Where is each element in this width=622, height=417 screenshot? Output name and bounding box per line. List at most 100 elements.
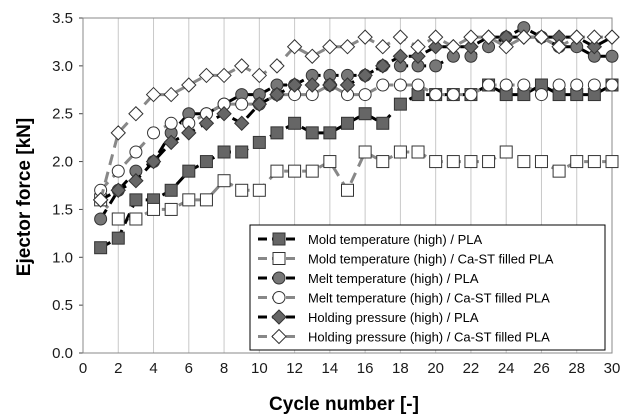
data-point bbox=[517, 155, 531, 169]
x-tick-label: 18 bbox=[392, 360, 409, 377]
data-point bbox=[288, 164, 302, 178]
data-point bbox=[358, 107, 372, 121]
data-point bbox=[304, 77, 320, 93]
data-point bbox=[339, 39, 356, 55]
x-tick-label: 4 bbox=[149, 360, 157, 377]
x-tick-label: 26 bbox=[533, 360, 550, 377]
data-point bbox=[217, 174, 231, 188]
data-point bbox=[376, 116, 390, 130]
data-point bbox=[199, 155, 213, 169]
x-tick-label: 24 bbox=[498, 360, 515, 377]
data-point bbox=[252, 135, 266, 149]
data-point bbox=[164, 183, 178, 197]
data-point bbox=[252, 183, 266, 197]
data-point bbox=[569, 29, 585, 45]
data-point bbox=[163, 134, 179, 151]
data-point bbox=[251, 67, 268, 84]
legend-label: Holding pressure (high) / Ca-ST filled P… bbox=[308, 330, 550, 345]
data-point bbox=[605, 78, 619, 92]
data-point bbox=[322, 39, 338, 55]
data-point bbox=[216, 67, 232, 84]
data-point bbox=[463, 29, 479, 45]
y-tick-label: 0.5 bbox=[52, 297, 73, 314]
data-point bbox=[534, 88, 548, 102]
series-line bbox=[99, 83, 613, 250]
data-point bbox=[94, 241, 108, 255]
x-tick-label: 14 bbox=[322, 360, 339, 377]
data-point bbox=[516, 29, 532, 45]
data-point bbox=[392, 29, 409, 45]
legend-marker bbox=[271, 328, 287, 345]
data-point bbox=[286, 77, 303, 93]
x-tick-label: 28 bbox=[568, 360, 585, 377]
data-point bbox=[198, 115, 215, 131]
data-point bbox=[217, 145, 231, 159]
legend-label: Mold temperature (high) / Ca-ST filled P… bbox=[308, 252, 554, 267]
data-point bbox=[358, 88, 372, 102]
data-point bbox=[482, 78, 496, 92]
data-point bbox=[410, 48, 426, 64]
data-point bbox=[463, 39, 479, 55]
x-tick-label: 16 bbox=[357, 360, 374, 377]
data-point bbox=[198, 67, 215, 84]
data-point bbox=[357, 67, 373, 84]
y-tick-label: 3.0 bbox=[52, 58, 73, 75]
data-point bbox=[411, 145, 425, 159]
series-6 bbox=[92, 29, 620, 208]
data-point bbox=[586, 29, 603, 45]
data-point bbox=[445, 39, 462, 55]
legend-label: Holding pressure (high) / PLA bbox=[308, 310, 479, 325]
data-point bbox=[393, 78, 407, 92]
y-tick-label: 3.5 bbox=[52, 10, 73, 27]
data-point bbox=[181, 77, 197, 93]
legend-marker bbox=[272, 252, 286, 265]
data-point bbox=[587, 78, 601, 92]
data-point bbox=[270, 164, 284, 178]
y-tick-label: 2.5 bbox=[52, 106, 73, 123]
data-point bbox=[429, 88, 443, 102]
y-tick-label: 2.0 bbox=[52, 154, 73, 171]
data-point bbox=[410, 39, 426, 55]
data-point bbox=[570, 155, 584, 169]
x-tick-label: 12 bbox=[286, 360, 303, 377]
x-tick-label: 8 bbox=[220, 360, 228, 377]
data-point bbox=[92, 192, 109, 208]
y-tick-label: 0.0 bbox=[52, 345, 73, 362]
data-point bbox=[427, 29, 444, 45]
legend: Mold temperature (high) / PLA Mold temper… bbox=[249, 224, 606, 351]
data-point bbox=[94, 212, 108, 226]
data-point bbox=[393, 145, 407, 159]
data-point bbox=[376, 155, 390, 169]
data-point bbox=[147, 202, 161, 216]
data-point bbox=[111, 164, 125, 178]
data-point bbox=[480, 29, 497, 45]
x-tick-label: 30 bbox=[604, 360, 621, 377]
data-point bbox=[358, 145, 372, 159]
data-point bbox=[288, 116, 302, 130]
data-point bbox=[304, 48, 320, 64]
plot-frame bbox=[82, 17, 613, 354]
data-point bbox=[163, 86, 179, 103]
data-point bbox=[235, 97, 249, 111]
data-point bbox=[427, 39, 444, 55]
data-point bbox=[216, 106, 232, 122]
data-point bbox=[341, 116, 354, 130]
series-layer bbox=[92, 21, 620, 255]
data-point bbox=[464, 155, 478, 169]
data-point bbox=[251, 96, 268, 112]
data-point bbox=[145, 86, 162, 103]
data-point bbox=[533, 29, 550, 45]
data-point bbox=[182, 193, 196, 207]
legend-marker bbox=[272, 232, 286, 246]
data-point bbox=[129, 145, 143, 159]
legend-label: Mold temperature (high) / PLA bbox=[308, 232, 482, 247]
data-point bbox=[534, 155, 548, 169]
data-point bbox=[552, 164, 566, 178]
x-tick-label: 20 bbox=[427, 360, 444, 377]
data-point bbox=[164, 202, 178, 216]
x-tick-label: 0 bbox=[79, 360, 87, 377]
data-point bbox=[182, 164, 196, 178]
data-point bbox=[464, 88, 478, 102]
series-4 bbox=[94, 78, 619, 197]
y-axis-title: Ejector force [kN] bbox=[14, 118, 35, 276]
